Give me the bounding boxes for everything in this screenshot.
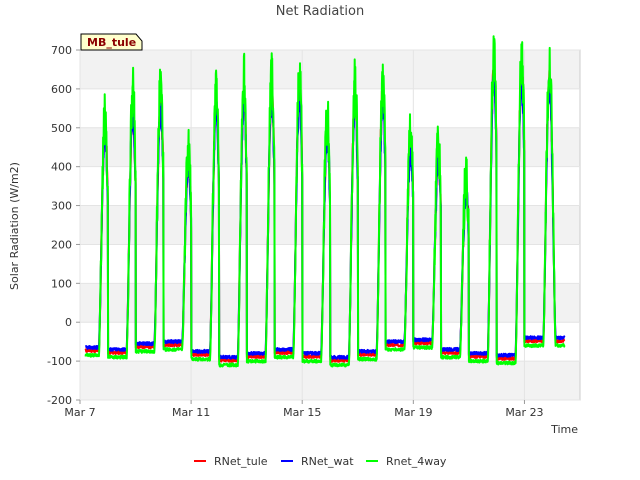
x-axis-ticks: Mar 7 Mar 11 Mar 15 Mar 19 Mar 23 bbox=[64, 400, 544, 419]
y-tick-label: 100 bbox=[51, 277, 72, 290]
y-tick-label: 200 bbox=[51, 238, 72, 251]
badge-shape bbox=[80, 33, 143, 51]
y-tick-label: 600 bbox=[51, 83, 72, 96]
x-axis-title: Time bbox=[550, 423, 578, 436]
background-band bbox=[80, 361, 580, 400]
site-badge: MB_tule bbox=[80, 33, 143, 51]
y-axis-title: Solar Radiation (W/m2) bbox=[8, 162, 21, 290]
y-tick-label: 500 bbox=[51, 122, 72, 135]
x-tick-label: Mar 23 bbox=[505, 406, 543, 419]
legend: RNet_tule RNet_wat Rnet_4way bbox=[194, 455, 447, 468]
series-layer bbox=[84, 35, 566, 368]
legend-label: Rnet_4way bbox=[386, 455, 447, 468]
y-tick-label: 700 bbox=[51, 44, 72, 57]
series-line-rnet_4way bbox=[84, 35, 566, 368]
x-tick-label: Mar 11 bbox=[172, 406, 210, 419]
badge-label: MB_tule bbox=[87, 36, 136, 49]
y-tick-label: -200 bbox=[47, 394, 72, 407]
y-tick-label: 300 bbox=[51, 200, 72, 213]
y-axis-ticks: -200 -100 0 100 200 300 400 500 600 700 bbox=[47, 44, 80, 407]
legend-label: RNet_tule bbox=[214, 455, 268, 468]
x-tick-label: Mar 19 bbox=[394, 406, 432, 419]
legend-label: RNet_wat bbox=[301, 455, 354, 468]
x-tick-label: Mar 7 bbox=[64, 406, 95, 419]
y-tick-label: -100 bbox=[47, 355, 72, 368]
y-tick-label: 400 bbox=[51, 161, 72, 174]
x-tick-label: Mar 15 bbox=[283, 406, 321, 419]
chart-title: Net Radiation bbox=[276, 4, 364, 19]
y-tick-label: 0 bbox=[65, 316, 72, 329]
background-band bbox=[80, 50, 580, 89]
